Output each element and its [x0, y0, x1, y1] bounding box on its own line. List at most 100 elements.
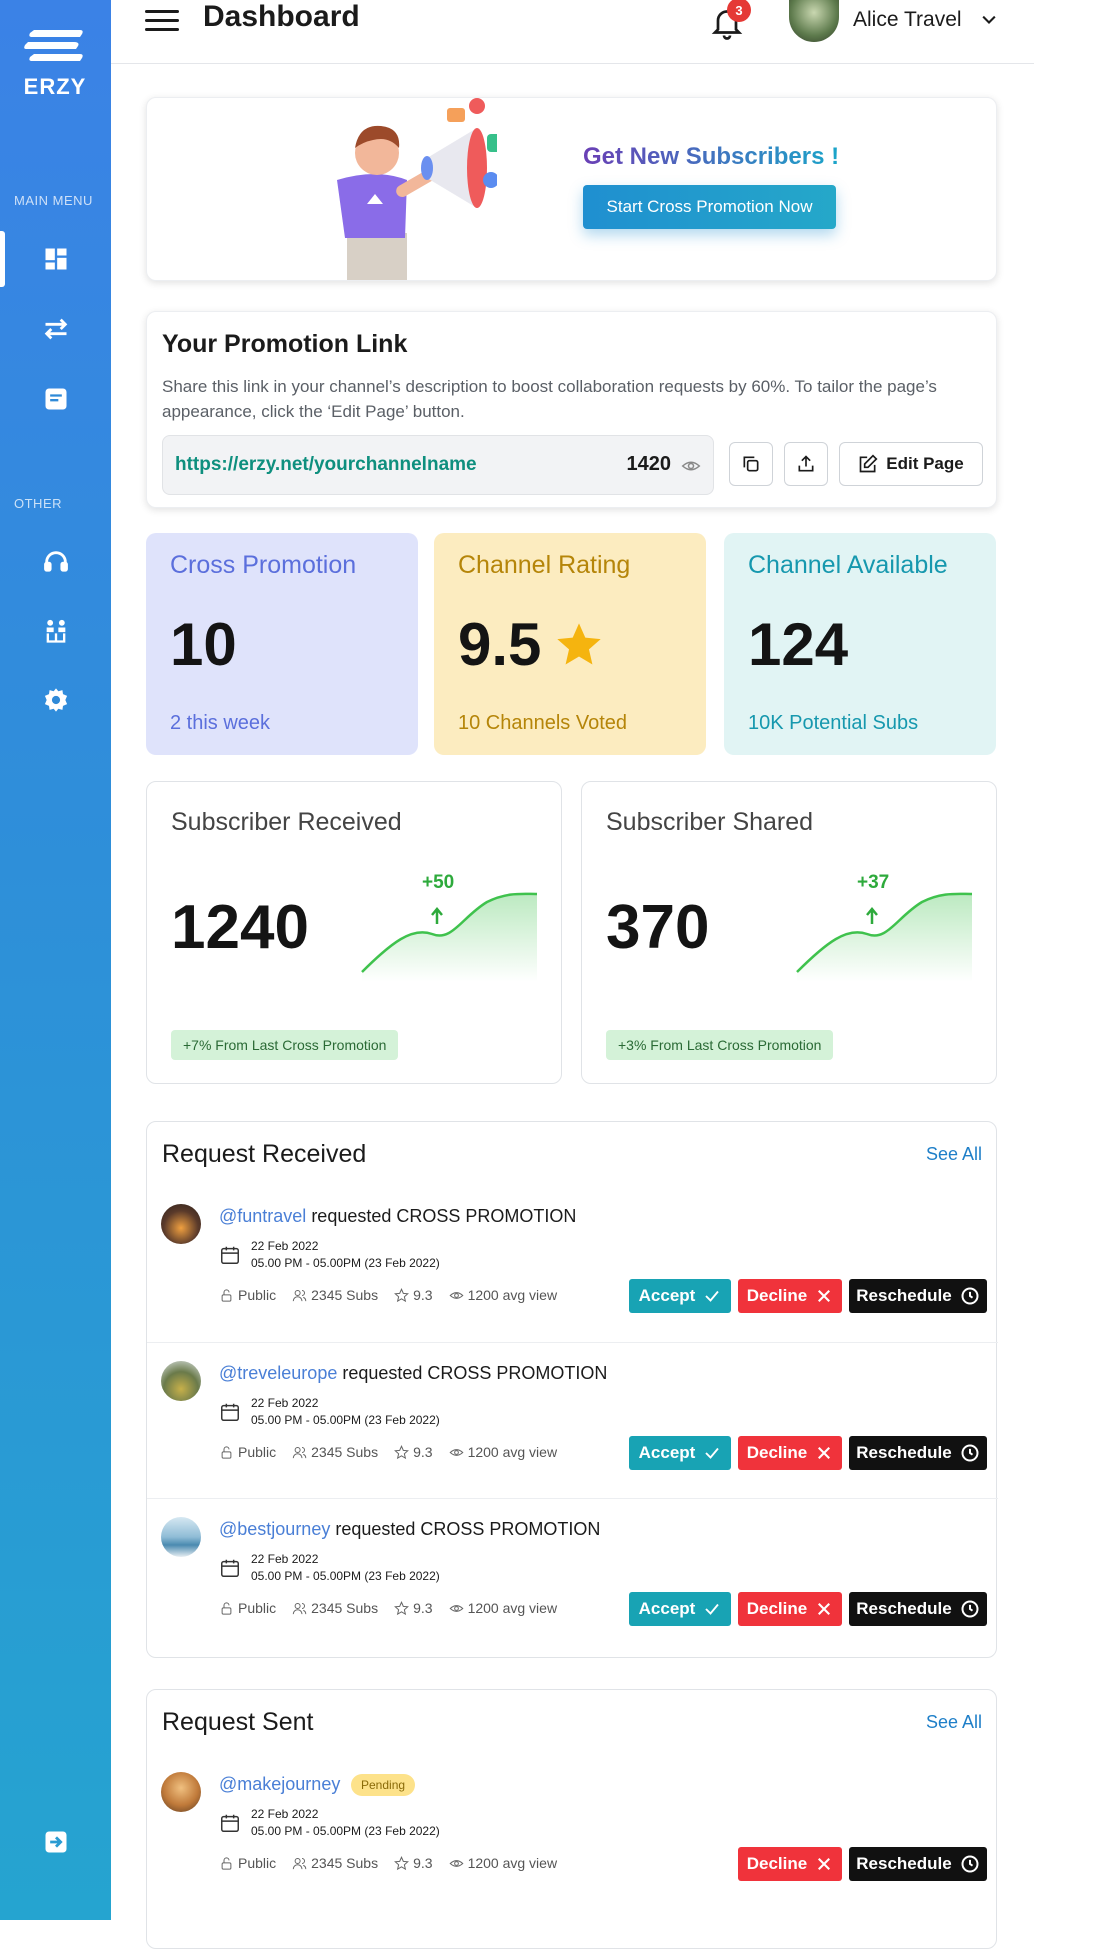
check-icon: [705, 1447, 720, 1459]
request-received-title: Request Received: [162, 1140, 367, 1168]
promotion-link-url[interactable]: https://erzy.net/yourchannelname: [175, 454, 477, 475]
promotion-link-title: Your Promotion Link: [162, 330, 408, 358]
promo-banner: Get New Subscribers ! Start Cross Promot…: [146, 97, 997, 281]
request-datetime: 22 Feb 2022 05.00 PM - 05.00PM (23 Feb 20…: [251, 1552, 440, 1583]
subscriber-received-card: Subscriber Received 1240 +50 +7% From La…: [146, 781, 562, 1084]
star-outline-icon: [394, 1287, 410, 1302]
decline-button[interactable]: Decline: [738, 1436, 842, 1470]
headset-icon: [43, 551, 68, 572]
star-outline-icon: [394, 1600, 410, 1615]
calendar-icon: [221, 1559, 239, 1577]
stat-cross-promotion: Cross Promotion 10 2 this week: [146, 533, 418, 755]
requester-handle[interactable]: @treveleurope: [219, 1363, 338, 1383]
eye-icon: [449, 1859, 464, 1867]
clock-icon: [961, 1287, 979, 1305]
request-line: @funtravel requested CROSS PROMOTION: [219, 1206, 577, 1226]
sub-card-note: +7% From Last Cross Promotion: [171, 1030, 399, 1060]
chevron-down-icon[interactable]: [979, 10, 999, 30]
sub-card-value: 370: [606, 893, 710, 962]
decline-button[interactable]: Decline: [738, 1592, 842, 1626]
sidebar-item-settings[interactable]: [0, 672, 111, 728]
reschedule-button[interactable]: Reschedule: [849, 1592, 987, 1626]
sub-card-title: Subscriber Shared: [606, 808, 814, 836]
edit-page-button[interactable]: Edit Page: [839, 442, 983, 486]
check-icon: [705, 1290, 720, 1302]
calendar-icon: [221, 1814, 239, 1832]
request-line: @bestjourney requested CROSS PROMOTION: [219, 1519, 601, 1539]
gear-icon: [44, 688, 67, 712]
lock-icon: [221, 1601, 232, 1615]
decline-button[interactable]: Decline: [738, 1279, 842, 1313]
edit-page-label: Edit Page: [886, 454, 964, 473]
close-icon: [818, 1447, 831, 1459]
request-datetime: 22 Feb 2022 05.00 PM - 05.00PM (23 Feb 20…: [251, 1396, 440, 1427]
stat-title: Cross Promotion: [170, 551, 357, 579]
channel-meta: Public 2345 Subs 9.3 1200 avg view: [219, 1287, 557, 1303]
sub-card-title: Subscriber Received: [171, 808, 402, 836]
copy-icon: [743, 456, 759, 472]
requester-handle[interactable]: @bestjourney: [219, 1519, 331, 1539]
stat-title: Channel Rating: [458, 551, 631, 579]
eye-icon: [449, 1448, 464, 1456]
menu-toggle-icon[interactable]: [145, 4, 179, 34]
reschedule-button[interactable]: Reschedule: [849, 1847, 987, 1881]
promotion-link-views: 1420: [626, 453, 672, 475]
requester-handle[interactable]: @makejourney: [219, 1774, 341, 1794]
accept-button[interactable]: Accept: [629, 1279, 731, 1313]
users-icon: [292, 1602, 307, 1614]
sparkline-chart: [796, 892, 973, 982]
sidebar-item-dashboard[interactable]: [0, 231, 111, 287]
accept-button[interactable]: Accept: [629, 1436, 731, 1470]
start-cross-promotion-button[interactable]: Start Cross Promotion Now: [583, 185, 836, 229]
close-icon: [818, 1858, 831, 1870]
decline-button[interactable]: Decline: [738, 1847, 842, 1881]
sidebar-item-support[interactable]: [0, 534, 111, 590]
share-icon: [798, 455, 814, 472]
requester-avatar[interactable]: [161, 1517, 201, 1557]
request-datetime: 22 Feb 2022 05.00 PM - 05.00PM (23 Feb 20…: [251, 1807, 440, 1838]
promotion-link-description: Share this link in your channel’s descri…: [162, 377, 937, 421]
other-label: OTHER: [14, 496, 62, 511]
users-icon: [292, 1446, 307, 1458]
promo-title: Get New Subscribers !: [583, 143, 840, 170]
reschedule-button[interactable]: Reschedule: [849, 1279, 987, 1313]
requester-handle[interactable]: @funtravel: [219, 1206, 307, 1226]
copy-link-button[interactable]: [729, 442, 773, 486]
clock-icon: [961, 1600, 979, 1618]
requester-avatar[interactable]: [161, 1772, 201, 1812]
status-badge: Pending: [351, 1774, 416, 1796]
stat-title: Channel Available: [748, 551, 948, 579]
list-item: @bestjourney requested CROSS PROMOTION 2…: [147, 1498, 998, 1654]
sidebar: ERZY MAIN MENU OTHER: [0, 0, 111, 1920]
promotion-link-field[interactable]: https://erzy.net/yourchannelname 1420: [162, 435, 714, 495]
sidebar-item-team[interactable]: [0, 603, 111, 659]
stat-value: 9.5: [458, 610, 605, 679]
requester-avatar[interactable]: [161, 1361, 201, 1401]
swap-arrows-icon: [44, 318, 67, 340]
share-link-button[interactable]: [784, 442, 828, 486]
sparkline-chart: [361, 892, 538, 982]
see-all-sent-link[interactable]: See All: [925, 1712, 982, 1732]
star-icon: [557, 622, 602, 664]
reschedule-button[interactable]: Reschedule: [849, 1436, 987, 1470]
user-avatar[interactable]: [789, 0, 839, 42]
lock-icon: [221, 1445, 232, 1459]
promoter-illustration: [337, 98, 497, 280]
channel-meta: Public 2345 Subs 9.3 1200 avg view: [219, 1444, 557, 1460]
stat-channel-available: Channel Available 124 10K Potential Subs: [724, 533, 996, 755]
sidebar-item-cross-promotion[interactable]: [0, 301, 111, 357]
request-line: @treveleurope requested CROSS PROMOTION: [219, 1363, 608, 1383]
star-outline-icon: [394, 1444, 410, 1459]
see-all-received-link[interactable]: See All: [925, 1144, 982, 1164]
sidebar-item-logout[interactable]: [0, 1814, 111, 1870]
stat-subtext: 2 this week: [170, 712, 271, 734]
calendar-icon: [221, 1246, 239, 1264]
eye-icon: [449, 1604, 464, 1612]
stat-value: 10: [170, 611, 237, 678]
channel-meta: Public 2345 Subs 9.3 1200 avg view: [219, 1600, 557, 1616]
sidebar-item-messages[interactable]: [0, 371, 111, 427]
brand-logo[interactable]: ERZY: [20, 26, 90, 100]
accept-button[interactable]: Accept: [629, 1592, 731, 1626]
requester-avatar[interactable]: [161, 1204, 201, 1244]
user-name[interactable]: Alice Travel: [853, 8, 962, 31]
